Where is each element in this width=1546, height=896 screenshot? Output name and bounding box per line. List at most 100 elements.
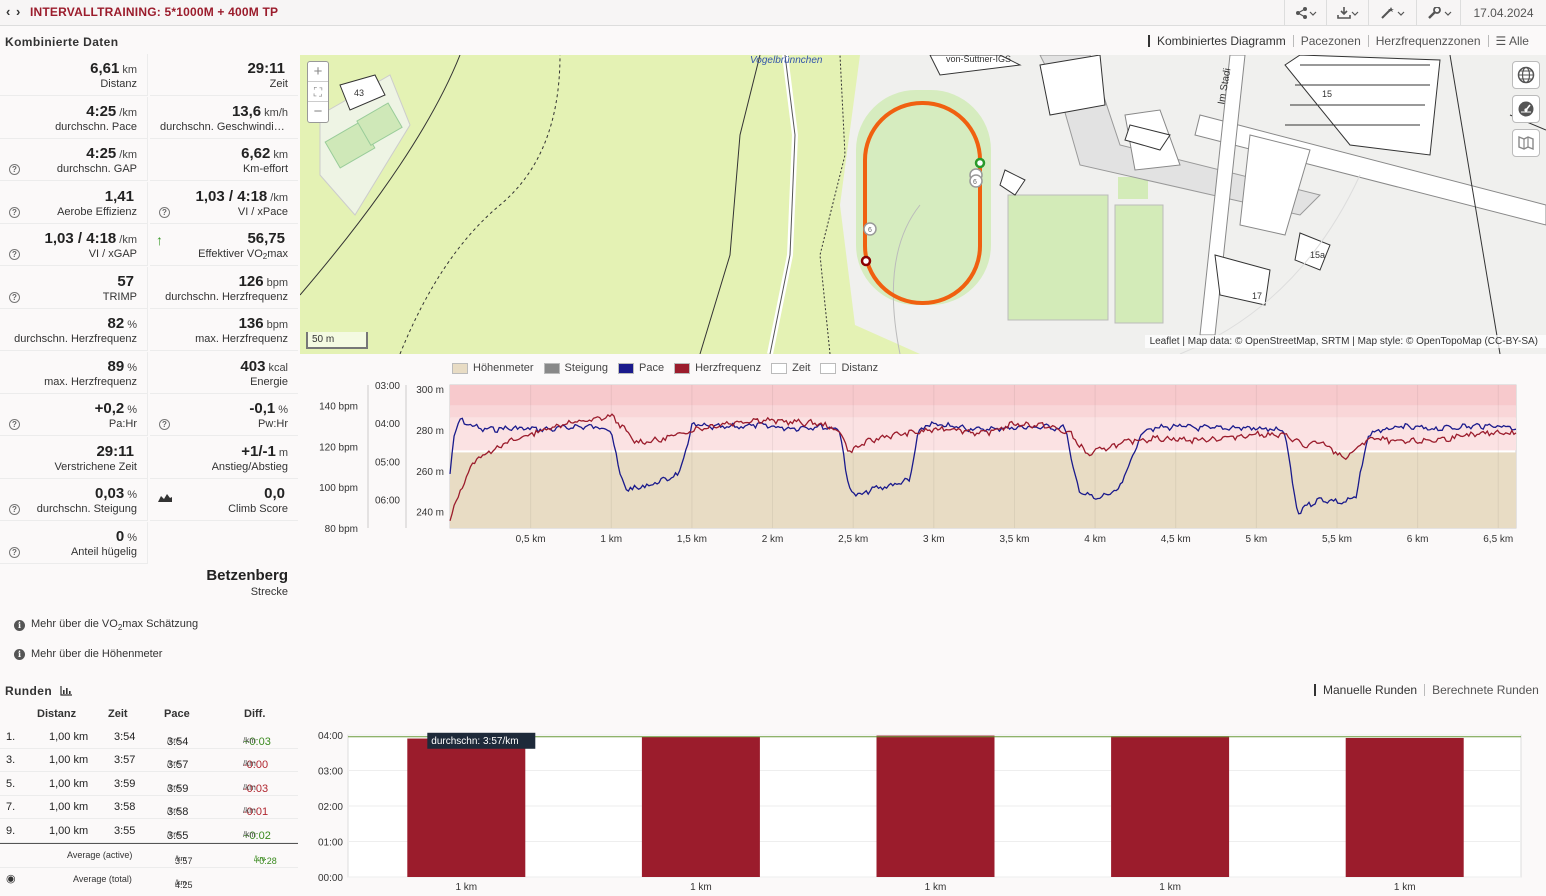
stat-tile: 29:11 Verstrichene Zeit xyxy=(0,436,148,479)
lap-bar[interactable] xyxy=(1111,736,1230,877)
stat-tile: 1,41 Aerobe Effizienz? xyxy=(0,181,148,224)
stat-label: durchschn. Herzfrequenz xyxy=(14,333,137,345)
share-icon xyxy=(1295,7,1316,19)
map-label: Vogelbrünnchen xyxy=(750,55,823,66)
help-icon[interactable]: ? xyxy=(9,504,20,515)
share-button[interactable] xyxy=(1284,0,1326,26)
zoom-in-button[interactable]: + xyxy=(308,62,328,82)
lap-bar[interactable] xyxy=(876,735,995,877)
globe-button[interactable] xyxy=(1512,61,1540,89)
vo2max-info-link[interactable]: i Mehr über die VO2max Schätzung xyxy=(14,618,198,632)
legend-item[interactable]: Herzfrequenz xyxy=(674,362,761,374)
stat-tile: 403 kcal Energie xyxy=(150,352,298,394)
heart-rate-series-line xyxy=(449,413,1517,521)
lap-number: 3. xyxy=(6,754,16,767)
stat-value: 0,03% xyxy=(95,485,137,502)
stat-value: +0,2% xyxy=(94,400,137,417)
legend-swatch xyxy=(617,362,634,374)
stat-tile: 82% durchschn. Herzfrequenz xyxy=(0,309,148,351)
lap-distance: 1,00 km xyxy=(49,777,89,790)
tab-hr-zones[interactable]: Herzfrequenzzonen xyxy=(1367,35,1488,47)
stat-value: 6,62 km xyxy=(241,145,288,162)
stat-tile: 56,75 Effektiver VO2max ↑ xyxy=(150,224,298,266)
lap-bar[interactable] xyxy=(1345,737,1464,877)
help-icon[interactable]: ? xyxy=(9,546,20,558)
fullscreen-button[interactable]: ⛶ xyxy=(308,82,328,102)
stat-value: 82% xyxy=(107,315,137,332)
route-name: Betzenberg xyxy=(206,567,288,584)
tools-button[interactable] xyxy=(1416,0,1462,26)
stat-value: 4:25/km xyxy=(86,102,137,120)
stat-tile: 0% Anteil hügelig? xyxy=(0,521,148,564)
combined-chart[interactable]: 0,5 km 1 km 1,5 km 2 km 2,5 km 3 km 3,5 km 4 km… xyxy=(300,376,1546,581)
tab-combined-chart[interactable]: Kombiniertes Diagramm xyxy=(1148,35,1293,47)
tab-pace-zones[interactable]: Pacezonen xyxy=(1292,35,1368,47)
elevation-info-link[interactable]: i Mehr über die Höhenmeter xyxy=(14,648,162,660)
zoom-out-button[interactable]: − xyxy=(313,103,323,120)
stat-label: durchschn. Pace xyxy=(55,120,137,133)
help-icon[interactable]: ? xyxy=(9,164,20,175)
legend-item[interactable]: Distanz xyxy=(820,362,878,374)
help-icon[interactable]: ? xyxy=(159,206,170,218)
elevation-tick-label: 280 m xyxy=(416,426,444,437)
route-map[interactable]: Vogelbrünnchen von-Suttner-IGS Im Stadi … xyxy=(300,55,1546,354)
col-header-pace: Pace xyxy=(164,708,190,720)
help-icon[interactable]: ? xyxy=(9,419,20,430)
lap-bar[interactable] xyxy=(407,738,526,877)
activity-date: 17.04.2024 xyxy=(1460,0,1546,26)
stat-value: 1,03 / 4:18/km xyxy=(195,187,288,205)
stat-tile: +0,2% Pa:Hr? xyxy=(0,394,148,436)
help-icon[interactable]: ? xyxy=(159,419,170,430)
tab-all[interactable]: ☰ Alle xyxy=(1487,35,1536,47)
elevation-tick-label: 300 m xyxy=(416,385,444,396)
help-icon[interactable]: ? xyxy=(9,249,20,260)
stat-label: max. Herzfrequenz xyxy=(44,375,137,388)
help-icon[interactable]: ? xyxy=(9,206,20,218)
legend-item[interactable]: Höhenmeter xyxy=(452,362,534,374)
lap-distance: 1,00 km xyxy=(49,801,89,814)
legend-label: Höhenmeter xyxy=(473,362,534,374)
legend-item[interactable]: Pace xyxy=(617,362,665,374)
stat-label: durchschn. GAP xyxy=(56,163,137,175)
tab-calculated-laps[interactable]: Berechnete Runden xyxy=(1424,684,1546,696)
stat-label: Aerobe Effizienz xyxy=(57,205,137,218)
lap-row[interactable]: 7. 1,00 km 3:58 3:58/km -0:01/km xyxy=(0,796,298,820)
x-tick-label: 1 km xyxy=(925,882,947,892)
stat-label: Energie xyxy=(250,375,288,388)
legend-item[interactable]: Zeit xyxy=(771,362,810,374)
x-tick-label: 1 km xyxy=(455,882,477,892)
stat-label: Distanz xyxy=(100,78,137,90)
chart-icon[interactable] xyxy=(60,686,72,696)
legend-item[interactable]: Steigung xyxy=(543,362,608,374)
stat-tile: +1/-1 m Anstieg/Abstieg xyxy=(150,437,298,479)
map-attribution[interactable]: Leaflet | Map data: © OpenStreetMap, SRT… xyxy=(1144,335,1546,348)
stat-tile: 4:25/km durchschn. GAP? xyxy=(0,139,148,181)
map-layer-button[interactable] xyxy=(1512,129,1540,157)
magic-button[interactable] xyxy=(1368,0,1416,26)
lap-row[interactable]: 1. 1,00 km 3:54 3:54/km +0:03/km xyxy=(0,726,298,749)
laps-bar-chart[interactable]: 04:00 03:00 02:00 01:00 00:00 1 km 1 km 1 km 1 k… xyxy=(300,722,1546,892)
lap-row[interactable]: 9. 1,00 km 3:55 3:55/km +0:02/km xyxy=(0,820,298,843)
stat-tile: 1,03 / 4:18/km VI / xGAP? xyxy=(0,224,148,266)
stat-tile: 13,6 km/h durchschn. Geschwindigkeit xyxy=(150,97,298,139)
x-tick-label: 4,5 km xyxy=(1161,534,1191,545)
stat-value: 13,6 km/h xyxy=(231,102,288,120)
legend-label: Pace xyxy=(638,362,665,374)
activity-title: INTERVALLTRAINING: 5*1000M + 400M TP xyxy=(30,5,279,19)
combined-data-title: Kombinierte Daten xyxy=(5,35,119,49)
gauge-button[interactable] xyxy=(1512,95,1540,123)
map-label: von-Suttner-IGS xyxy=(946,55,1011,64)
stat-value: +1/-1 m xyxy=(241,442,288,460)
hr-tick-label: 80 bpm xyxy=(325,524,358,535)
wrench-icon xyxy=(1427,7,1451,19)
map-label: 15 xyxy=(1322,89,1332,99)
lap-row[interactable]: 3. 1,00 km 3:57 3:57/km -0:00/km xyxy=(0,749,298,773)
download-button[interactable] xyxy=(1326,0,1368,26)
lap-row[interactable]: 5. 1,00 km 3:59 3:59/km -0:03/km xyxy=(0,773,298,796)
hr-tick-label: 140 bpm xyxy=(319,401,358,412)
eye-icon[interactable]: ◉ xyxy=(6,873,16,885)
tab-manual-laps[interactable]: Manuelle Runden xyxy=(1314,684,1424,696)
prev-next-arrows[interactable]: ‹ › xyxy=(6,4,22,19)
help-icon[interactable]: ? xyxy=(9,291,20,303)
lap-bar[interactable] xyxy=(641,736,760,877)
